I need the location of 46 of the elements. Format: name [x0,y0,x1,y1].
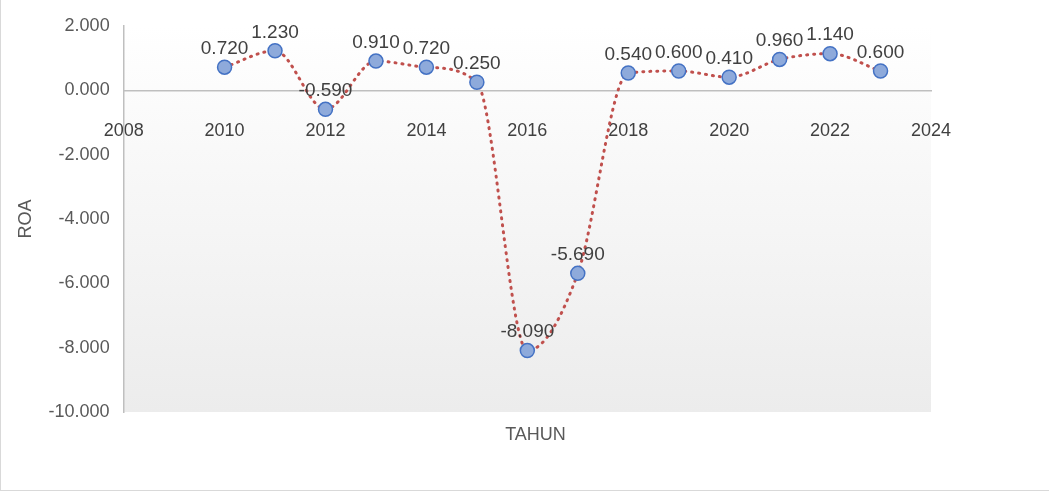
point [771,51,788,68]
data-label: 0.910 [352,30,400,52]
data-label: -0.590 [298,79,353,101]
data-label: 0.540 [604,42,653,64]
x-tick-label: 2014 [406,120,447,141]
data-label: 0.250 [453,52,501,74]
data-label: 0.410 [705,46,753,68]
point [267,43,283,59]
data-label: 0.600 [856,40,905,62]
x-tick-label: 2012 [305,120,346,141]
x-tick-label: 2016 [507,120,548,141]
point [620,65,636,81]
point [469,74,485,91]
point [418,59,435,75]
data-label: 0.720 [200,36,249,58]
point [519,342,536,359]
point [872,63,889,79]
point [216,59,233,75]
x-tick-label: 2020 [709,120,750,141]
y-tick-label: -4.000 [58,207,110,228]
data-label: 0.600 [654,40,703,62]
y-tick-label: -10.000 [48,400,110,421]
x-axis-title: TAHUN [504,424,567,445]
y-tick-label: -2.000 [58,143,110,164]
data-label: -8.090 [500,320,555,342]
y-tick-label: -6.000 [58,272,110,293]
point [670,63,687,79]
y-axis-title: ROA [14,199,35,239]
data-label: -5.690 [550,243,605,265]
y-tick-label: 0.000 [64,79,110,100]
point [570,265,586,282]
x-tick-label: 2010 [204,120,245,141]
data-label: 1.230 [251,20,299,42]
point [368,53,384,69]
x-tick-label: 2008 [103,120,144,141]
point [721,69,737,85]
point [317,101,334,118]
x-tick-label: 2024 [910,120,952,141]
data-label: 1.140 [806,23,854,45]
data-label: 0.720 [402,36,451,58]
y-tick-label: -8.000 [58,336,110,357]
data-label: 0.960 [755,29,804,51]
point [822,45,838,62]
x-tick-label: 2018 [608,120,649,141]
y-tick-label: 2.000 [64,14,110,35]
x-tick-label: 2022 [810,120,851,141]
